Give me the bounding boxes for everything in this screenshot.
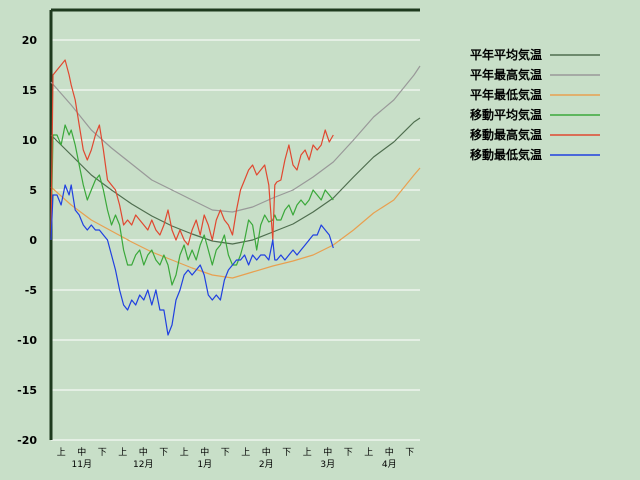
x-tick-label: 中 [200, 446, 209, 458]
x-month-label: 12月 [133, 459, 153, 470]
x-tick-label: 下 [221, 448, 230, 458]
legend-label: 平年最高気温 [470, 67, 542, 82]
x-tick-label: 下 [98, 448, 107, 458]
y-tick-label: 5 [29, 184, 37, 197]
x-month-label: 2月 [259, 459, 274, 470]
y-tick-label: 20 [22, 34, 38, 47]
x-tick-label: 中 [262, 446, 271, 458]
series-lines [50, 59, 421, 336]
y-tick-label: 0 [29, 234, 37, 247]
legend-label: 移動最低気温 [470, 147, 542, 162]
y-tick-label: -10 [17, 334, 37, 347]
x-tick-label: 中 [385, 446, 394, 458]
y-tick-label: 15 [22, 84, 37, 97]
x-tick-label: 中 [323, 446, 332, 458]
x-tick-label: 下 [159, 448, 168, 458]
legend-label: 移動最高気温 [470, 127, 542, 142]
x-tick-label: 上 [241, 447, 250, 458]
x-tick-label: 上 [57, 447, 66, 458]
x-tick-label: 中 [77, 446, 86, 458]
series-line [50, 124, 334, 286]
x-tick-label: 上 [180, 447, 189, 458]
x-month-label: 1月 [197, 459, 212, 470]
x-month-label: 3月 [320, 459, 335, 470]
series-line [50, 184, 334, 336]
x-month-label: 4月 [382, 459, 397, 470]
x-tick-label: 上 [364, 447, 373, 458]
x-tick-label: 上 [118, 447, 127, 458]
y-tick-label: -15 [17, 384, 37, 397]
x-month-label: 11月 [72, 459, 92, 470]
axes: 20151050-5-10-15-20上中下上中下上中下上中下上中下上中下11月… [17, 8, 420, 470]
y-tick-label: -5 [25, 284, 37, 297]
x-tick-label: 下 [405, 448, 414, 458]
x-tick-label: 下 [344, 448, 353, 458]
y-tick-label: -20 [17, 434, 37, 447]
legend-label: 平年平均気温 [470, 47, 542, 62]
x-tick-label: 上 [303, 447, 312, 458]
series-line [50, 117, 421, 245]
y-tick-label: 10 [22, 134, 38, 147]
legend-label: 平年最低気温 [470, 87, 542, 102]
x-tick-label: 下 [282, 448, 291, 458]
grid [51, 39, 420, 441]
legend-label: 移動平均気温 [470, 107, 542, 122]
x-tick-label: 中 [139, 446, 148, 458]
series-line [50, 167, 421, 279]
series-line [50, 65, 421, 213]
series-line [50, 59, 334, 246]
